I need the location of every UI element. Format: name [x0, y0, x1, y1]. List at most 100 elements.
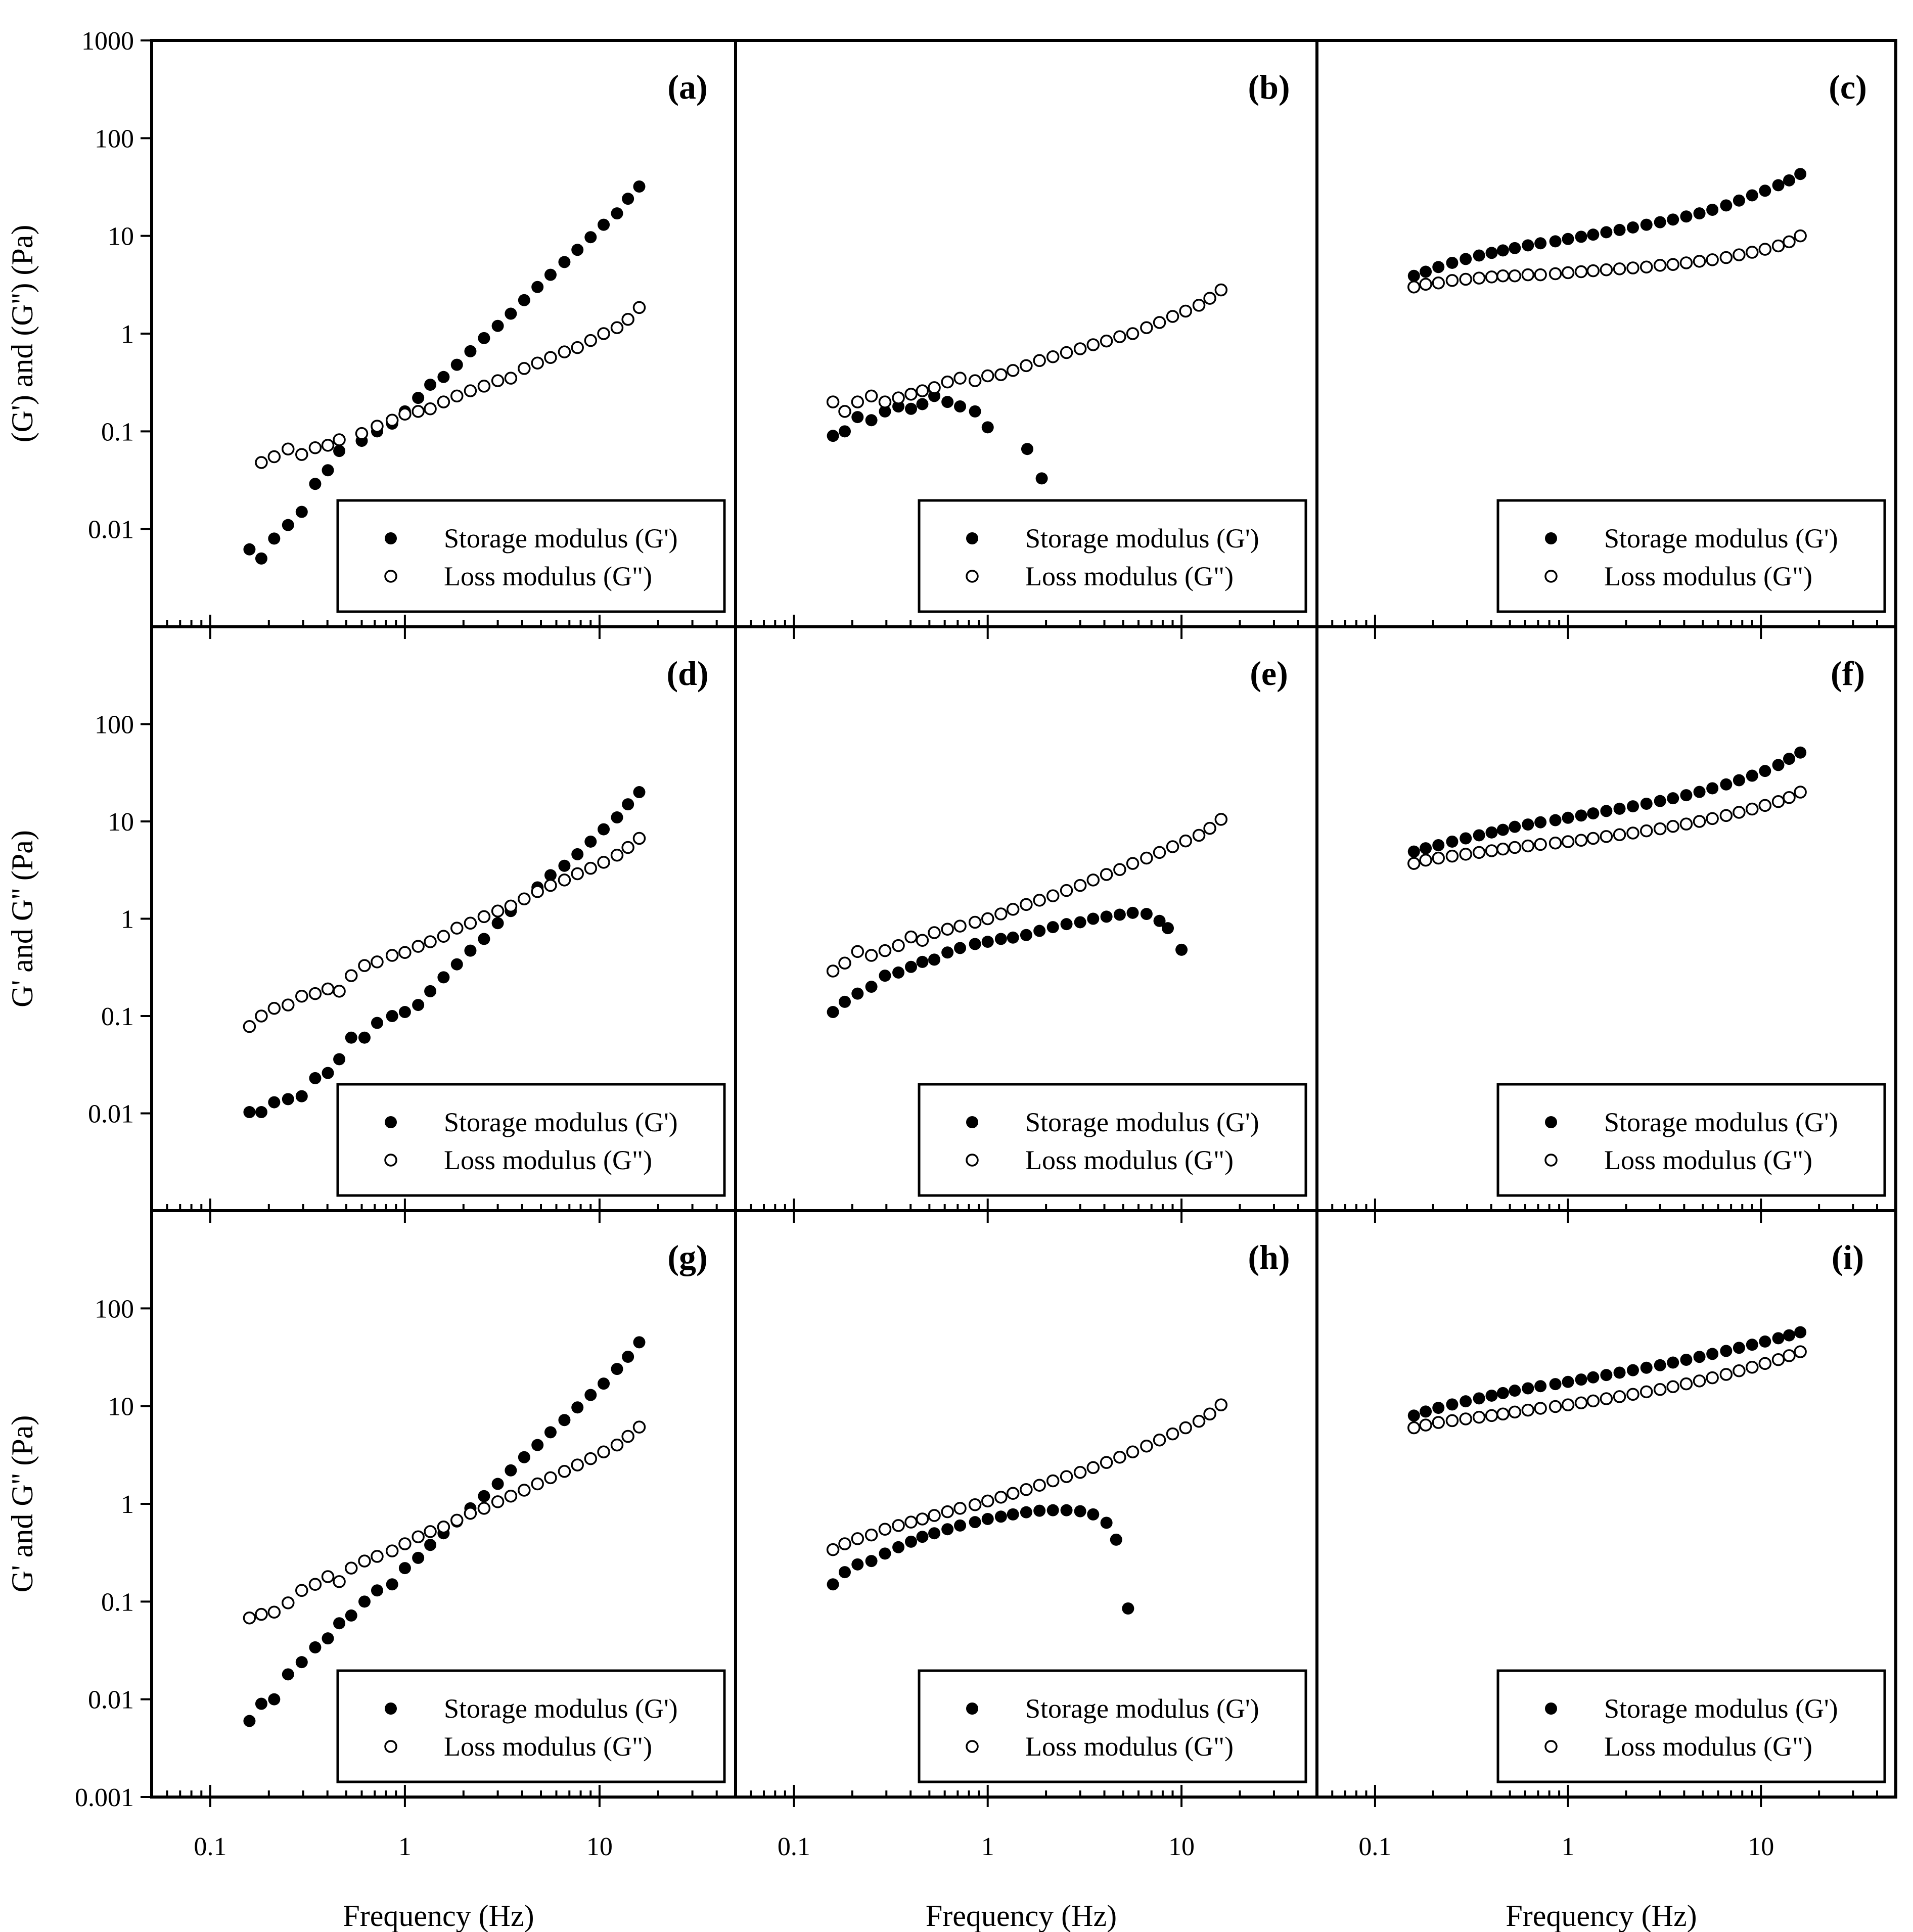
- loss-point: [355, 427, 369, 440]
- loss-point: [1783, 235, 1796, 249]
- storage-point: [1575, 231, 1587, 243]
- storage-point: [558, 1414, 571, 1427]
- loss-point: [1485, 270, 1498, 284]
- loss-point: [1561, 1398, 1575, 1411]
- loss-point: [1179, 304, 1192, 318]
- loss-point: [1192, 299, 1206, 312]
- storage-point: [622, 1351, 634, 1363]
- storage-point: [345, 1031, 357, 1044]
- x-tick-label: 10: [1748, 1832, 1774, 1861]
- storage-point: [1706, 204, 1719, 216]
- loss-point: [385, 949, 399, 962]
- loss-point: [255, 1009, 268, 1023]
- loss-point: [531, 1477, 544, 1491]
- loss-point: [558, 873, 571, 887]
- storage-point: [358, 1031, 371, 1044]
- loss-point: [412, 1530, 425, 1543]
- y-tick-label: 1: [121, 320, 134, 349]
- storage-point: [1680, 1353, 1693, 1366]
- loss-point: [610, 321, 624, 335]
- loss-point: [1733, 248, 1746, 261]
- legend-loss-marker: [384, 1740, 397, 1753]
- storage-point: [268, 1096, 281, 1109]
- loss-point: [1060, 346, 1073, 359]
- legend-loss-marker: [966, 570, 979, 583]
- storage-point: [1509, 820, 1521, 833]
- loss-point: [584, 861, 598, 875]
- loss-point: [981, 369, 994, 383]
- loss-point: [1561, 266, 1575, 280]
- storage-point: [1153, 914, 1166, 927]
- loss-point: [282, 442, 295, 455]
- storage-point: [1485, 826, 1498, 839]
- loss-point: [424, 935, 437, 948]
- legend-loss-marker: [966, 1154, 979, 1167]
- storage-point: [1549, 1378, 1562, 1391]
- storage-point: [879, 405, 891, 418]
- loss-point: [333, 433, 346, 446]
- loss-point: [1100, 334, 1113, 348]
- storage-point: [1522, 1382, 1534, 1395]
- loss-point: [610, 1438, 624, 1452]
- loss-point: [321, 439, 335, 452]
- loss-point: [1459, 1412, 1472, 1425]
- storage-point: [633, 180, 646, 193]
- storage-point: [1759, 1335, 1771, 1348]
- loss-point: [892, 939, 905, 952]
- storage-point: [1020, 1506, 1032, 1519]
- storage-point: [1549, 814, 1562, 826]
- loss-point: [1626, 261, 1639, 274]
- loss-point: [1140, 321, 1153, 335]
- x-axis-title: Frequency (Hz): [343, 1899, 534, 1932]
- loss-point: [1600, 1392, 1613, 1405]
- legend-box: [1496, 499, 1886, 613]
- storage-point: [611, 811, 623, 824]
- legend-storage-marker: [385, 532, 397, 544]
- loss-point: [1214, 283, 1228, 297]
- loss-point: [1113, 863, 1126, 877]
- loss-point: [477, 910, 491, 924]
- storage-point: [255, 1697, 267, 1710]
- storage-point: [1460, 832, 1472, 845]
- loss-point: [1600, 830, 1613, 843]
- storage-point: [969, 405, 981, 418]
- storage-point: [333, 445, 346, 457]
- loss-point: [1126, 1445, 1140, 1458]
- loss-point: [1653, 259, 1667, 272]
- storage-point: [1562, 1375, 1574, 1388]
- loss-point: [1033, 894, 1046, 907]
- loss-point: [344, 1561, 358, 1575]
- loss-point: [928, 926, 941, 939]
- loss-point: [1679, 256, 1693, 269]
- storage-point: [1033, 925, 1046, 937]
- storage-point: [1473, 1392, 1485, 1405]
- storage-point: [1667, 213, 1679, 226]
- storage-point: [295, 1090, 308, 1102]
- storage-point: [295, 505, 308, 518]
- loss-point: [1419, 278, 1432, 291]
- legend-loss-marker: [1544, 1154, 1558, 1167]
- loss-point: [1006, 903, 1020, 916]
- loss-point: [1521, 839, 1535, 853]
- loss-point: [826, 964, 840, 978]
- storage-point: [424, 985, 437, 997]
- loss-point: [953, 919, 967, 933]
- storage-point: [827, 1006, 839, 1019]
- legend: Storage modulus (G') Loss modulus (G"): [918, 1669, 1307, 1783]
- storage-point: [981, 421, 994, 434]
- y-axis-title: (G') and (G'') (Pa): [6, 225, 39, 443]
- storage-point: [1640, 1361, 1653, 1374]
- storage-point: [1640, 218, 1653, 231]
- storage-point: [1772, 179, 1785, 192]
- loss-point: [838, 956, 851, 970]
- loss-series: [1407, 1345, 1807, 1435]
- loss-point: [1534, 1402, 1547, 1415]
- panel-a: 0.01 0.1 1 10 100 1000 (G') and (G'') (Pa) (a) S…: [6, 27, 737, 628]
- loss-point: [1758, 1357, 1772, 1370]
- storage-point: [1654, 795, 1666, 807]
- storage-point: [1654, 216, 1666, 228]
- loss-point: [1534, 838, 1547, 851]
- loss-point: [491, 374, 505, 387]
- loss-point: [1794, 786, 1807, 799]
- storage-point: [505, 1464, 517, 1477]
